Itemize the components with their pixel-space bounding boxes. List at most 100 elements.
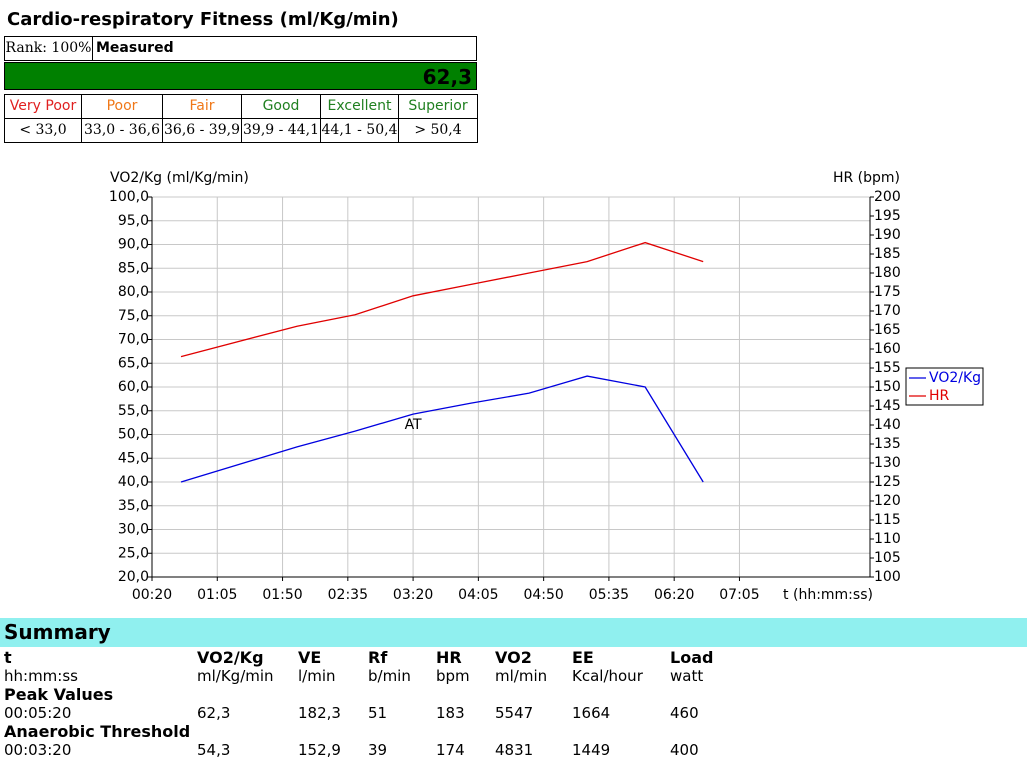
y2-axis-label: HR (bpm) (833, 170, 900, 186)
column-unit: ml/Kg/min (197, 667, 274, 685)
summary-title: Summary (4, 620, 111, 644)
row-value: 1449 (572, 741, 611, 759)
y2-tick-label: 135 (874, 436, 901, 452)
y-tick-label: 45,0 (118, 450, 149, 466)
column-name: Rf (368, 648, 388, 667)
column-name: VE (298, 648, 322, 667)
y2-tick-label: 155 (874, 360, 901, 376)
y-tick-label: 30,0 (118, 522, 149, 538)
y2-tick-label: 170 (874, 303, 901, 319)
y2-tick-label: 200 (874, 189, 901, 205)
y-axis-label: VO2/Kg (ml/Kg/min) (110, 170, 249, 186)
row-value: 1664 (572, 704, 611, 722)
legend-label: VO2/Kg (929, 370, 981, 386)
y-tick-label: 85,0 (118, 260, 149, 276)
y-tick-label: 90,0 (118, 237, 149, 253)
row-value: 460 (670, 704, 699, 722)
rating-range: > 50,4 (398, 118, 478, 143)
y2-tick-label: 110 (874, 531, 901, 547)
summary-band (0, 618, 1027, 647)
x-tick-label: 04:50 (523, 587, 563, 603)
y2-tick-label: 160 (874, 341, 901, 357)
column-unit: ml/min (495, 667, 548, 685)
legend-label: HR (929, 388, 950, 404)
y2-tick-label: 145 (874, 398, 901, 414)
column-name: HR (436, 648, 462, 667)
row-value: 00:05:20 (4, 704, 72, 722)
y-tick-label: 70,0 (118, 332, 149, 348)
row-value: 54,3 (197, 741, 231, 759)
column-unit: l/min (298, 667, 336, 685)
y-tick-label: 95,0 (118, 213, 149, 229)
column-name: Load (670, 648, 714, 667)
column-name: t (4, 648, 12, 667)
column-name: EE (572, 648, 594, 667)
column-unit: watt (670, 667, 704, 685)
y-tick-label: 55,0 (118, 403, 149, 419)
annotation: AT (405, 417, 422, 433)
x-tick-label: 05:35 (589, 587, 629, 603)
x-tick-label: 07:05 (719, 587, 759, 603)
row-label: Anaerobic Threshold (4, 722, 191, 741)
column-unit: bpm (436, 667, 470, 685)
column-unit: hh:mm:ss (4, 667, 78, 685)
row-value: 51 (368, 704, 388, 722)
chart: 20,0 25,0 30,0 35,0 40,0 45,0 50,0 55,0 60,0 65,0… (109, 170, 984, 603)
y2-tick-label: 180 (874, 265, 901, 281)
y2-tick-label: 115 (874, 512, 901, 528)
x-tick-label: 04:05 (458, 587, 498, 603)
y-tick-label: 80,0 (118, 284, 149, 300)
row-value: 62,3 (197, 704, 231, 722)
row-value: 152,9 (298, 741, 341, 759)
column-name: VO2/Kg (197, 648, 264, 667)
y2-tick-label: 125 (874, 474, 901, 490)
y2-tick-label: 100 (874, 569, 901, 585)
y2-tick-label: 105 (874, 550, 901, 566)
series-line (180, 375, 704, 483)
y2-tick-label: 175 (874, 284, 901, 300)
y-tick-label: 25,0 (118, 545, 149, 561)
x-tick-label: 02:35 (328, 587, 368, 603)
measured-label: Measured (92, 36, 477, 61)
row-value: 182,3 (298, 704, 341, 722)
y-tick-label: 60,0 (118, 379, 149, 395)
row-value: 183 (436, 704, 465, 722)
row-value: 400 (670, 741, 699, 759)
y-tick-label: 75,0 (118, 308, 149, 324)
column-unit: Kcal/hour (572, 667, 643, 685)
y2-tick-label: 190 (874, 227, 901, 243)
y-tick-label: 100,0 (109, 189, 149, 205)
y2-tick-label: 130 (874, 455, 901, 471)
row-value: 00:03:20 (4, 741, 72, 759)
y-tick-label: 65,0 (118, 355, 149, 371)
y-tick-label: 20,0 (118, 569, 149, 585)
x-axis-label: t (hh:mm:ss) (783, 587, 873, 603)
column-unit: b/min (368, 667, 411, 685)
measured-value: 62,3 (422, 65, 472, 89)
measured-bar: 62,3 (4, 62, 477, 90)
y2-tick-label: 150 (874, 379, 901, 395)
x-tick-label: 00:20 (132, 587, 172, 603)
legend-box (905, 367, 984, 406)
x-tick-label: 01:05 (197, 587, 237, 603)
column-name: VO2 (495, 648, 532, 667)
x-tick-label: 03:20 (393, 587, 433, 603)
y2-tick-label: 195 (874, 208, 901, 224)
row-value: 5547 (495, 704, 534, 722)
report-title: Cardio-respiratory Fitness (ml/Kg/min) (7, 9, 399, 30)
row-value: 4831 (495, 741, 534, 759)
y-tick-label: 35,0 (118, 498, 149, 514)
x-tick-label: 01:50 (262, 587, 302, 603)
series-line (180, 241, 704, 358)
y2-tick-label: 120 (874, 493, 901, 509)
y-tick-label: 50,0 (118, 427, 149, 443)
y2-tick-label: 140 (874, 417, 901, 433)
y2-tick-label: 165 (874, 322, 901, 338)
row-value: 39 (368, 741, 388, 759)
x-tick-label: 06:20 (654, 587, 694, 603)
y-tick-label: 40,0 (118, 474, 149, 490)
row-value: 174 (436, 741, 465, 759)
y2-tick-label: 185 (874, 246, 901, 262)
row-label: Peak Values (4, 685, 114, 704)
